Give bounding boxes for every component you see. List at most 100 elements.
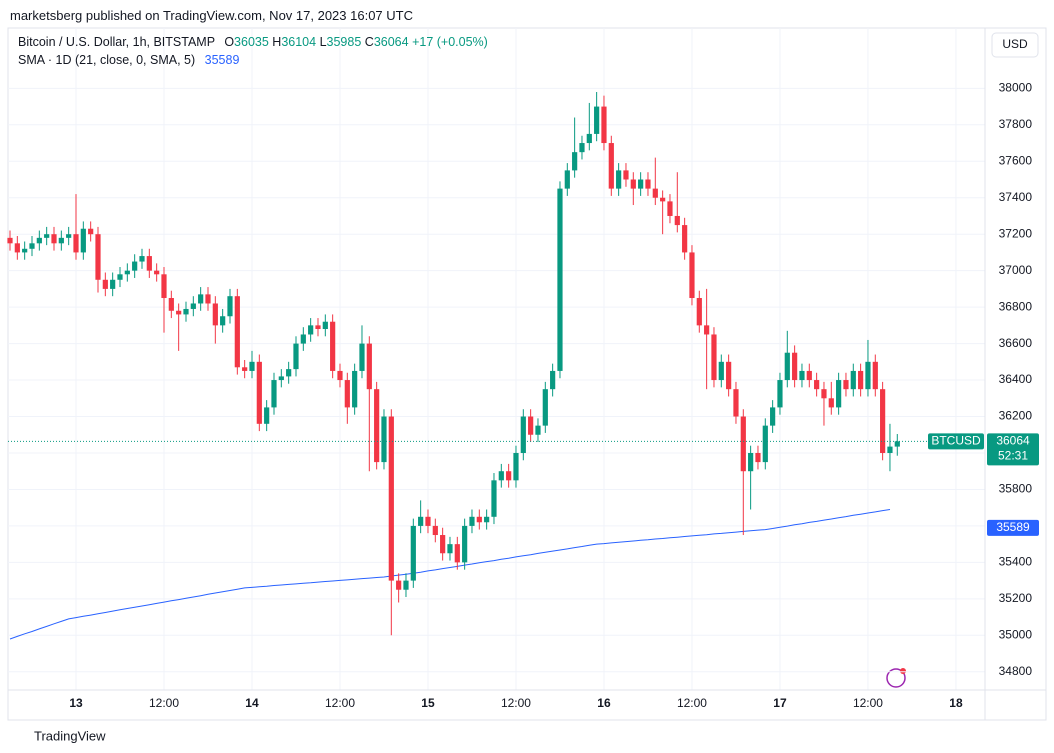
- candle-body: [396, 580, 402, 590]
- candle-body: [630, 179, 636, 189]
- candle-body: [242, 367, 248, 371]
- candle-body: [44, 234, 50, 238]
- candle-body: [440, 535, 446, 554]
- candle-body: [689, 252, 695, 299]
- candle-body: [278, 376, 284, 381]
- candle-body: [88, 228, 94, 235]
- candle-body: [220, 316, 226, 326]
- l-value: 35985: [326, 35, 362, 49]
- y-tick-label: 35000: [999, 627, 1033, 641]
- sma-tag-text: 35589: [996, 520, 1030, 534]
- symbol-tag-text: BTCUSD: [931, 433, 981, 447]
- candle-body: [535, 425, 541, 435]
- candle-body: [212, 303, 218, 326]
- y-tick-label: 37000: [999, 263, 1033, 277]
- candle-body: [308, 325, 314, 335]
- candle-body: [806, 370, 812, 381]
- candle-body: [645, 179, 651, 189]
- x-tick-label: 12:00: [325, 696, 355, 710]
- candle-body: [740, 416, 746, 472]
- candle-body: [506, 471, 512, 481]
- publisher: marketsberg published on TradingView.com…: [10, 8, 413, 23]
- y-tick-label: 37800: [999, 117, 1033, 131]
- change: +17 (+0.05%): [412, 35, 488, 49]
- candle-body: [843, 380, 849, 390]
- candle-body: [770, 407, 776, 426]
- symbol-tag: [928, 433, 984, 450]
- candle-body: [286, 369, 292, 377]
- candle-body: [447, 544, 453, 554]
- y-tick-label: 37600: [999, 153, 1033, 167]
- candle-body: [755, 452, 761, 463]
- candle-body: [36, 237, 42, 244]
- candle-body: [271, 380, 277, 408]
- candle-body: [388, 416, 394, 581]
- icon[interactable]: [886, 668, 906, 688]
- candle-body: [51, 234, 57, 244]
- price-tag: [987, 433, 1039, 466]
- candle-body: [887, 446, 893, 453]
- x-tick-label: 17: [773, 696, 787, 710]
- candle-body: [674, 215, 680, 226]
- candle-body: [154, 270, 160, 275]
- candle-body: [80, 228, 86, 253]
- candle-body: [139, 256, 145, 262]
- x-tick-label: 18: [949, 696, 963, 710]
- footer: TradingView: [34, 728, 106, 743]
- candle-body: [110, 279, 116, 289]
- l-letter: L: [319, 35, 327, 49]
- candle-body: [696, 298, 702, 326]
- candle-body: [601, 106, 607, 144]
- candle-body: [704, 325, 710, 335]
- candle-body: [381, 416, 387, 463]
- candle-body: [454, 544, 460, 563]
- x-tick-label: 15: [421, 696, 435, 710]
- candle-body: [821, 389, 827, 399]
- indicator-name: SMA · 1D (21, close, 0, SMA, 5): [18, 53, 196, 67]
- candle-body: [814, 380, 820, 390]
- currency[interactable]: USD: [1002, 37, 1028, 51]
- h-letter: H: [272, 35, 282, 49]
- y-tick-label: 34800: [999, 664, 1033, 678]
- y-tick-label: 36200: [999, 409, 1033, 423]
- candle-body: [293, 343, 299, 370]
- x-tick-label: 12:00: [853, 696, 883, 710]
- y-tick-label: 35200: [999, 591, 1033, 605]
- candle-body: [498, 471, 504, 481]
- y-tick-label: 35400: [999, 555, 1033, 569]
- candle-body: [762, 425, 768, 463]
- candle-body: [484, 516, 490, 523]
- candle-body: [95, 234, 101, 280]
- icon-dot: [900, 668, 906, 674]
- candle-body: [784, 352, 790, 381]
- candle-body: [564, 170, 570, 189]
- candle-body: [638, 179, 644, 189]
- candle-body: [29, 243, 35, 249]
- candle-body: [711, 334, 717, 381]
- candle-body: [132, 261, 138, 271]
- countdown: 52:31: [998, 448, 1028, 462]
- candle-body: [733, 389, 739, 417]
- candle-body: [374, 389, 380, 463]
- y-tick-label: 37400: [999, 190, 1033, 204]
- candle-body: [880, 389, 886, 453]
- x-tick-label: 12:00: [677, 696, 707, 710]
- y-tick-label: 36800: [999, 299, 1033, 313]
- candle-body: [491, 480, 497, 517]
- x-tick-label: 13: [69, 696, 83, 710]
- sma-line: [9, 509, 891, 640]
- candle-body: [366, 343, 372, 390]
- y-tick-label: 36600: [999, 336, 1033, 350]
- currency-button[interactable]: [991, 32, 1039, 58]
- candle-body: [190, 303, 196, 309]
- candle-body: [513, 452, 519, 481]
- candle-body: [14, 243, 20, 253]
- candle-body: [117, 274, 123, 280]
- candle-body: [300, 334, 306, 344]
- candle-body: [872, 361, 878, 390]
- x-tick-label: 14: [245, 696, 259, 710]
- candle-body: [836, 380, 842, 408]
- candle-body: [73, 234, 79, 253]
- candle-body: [865, 361, 871, 390]
- candle-body: [432, 525, 438, 536]
